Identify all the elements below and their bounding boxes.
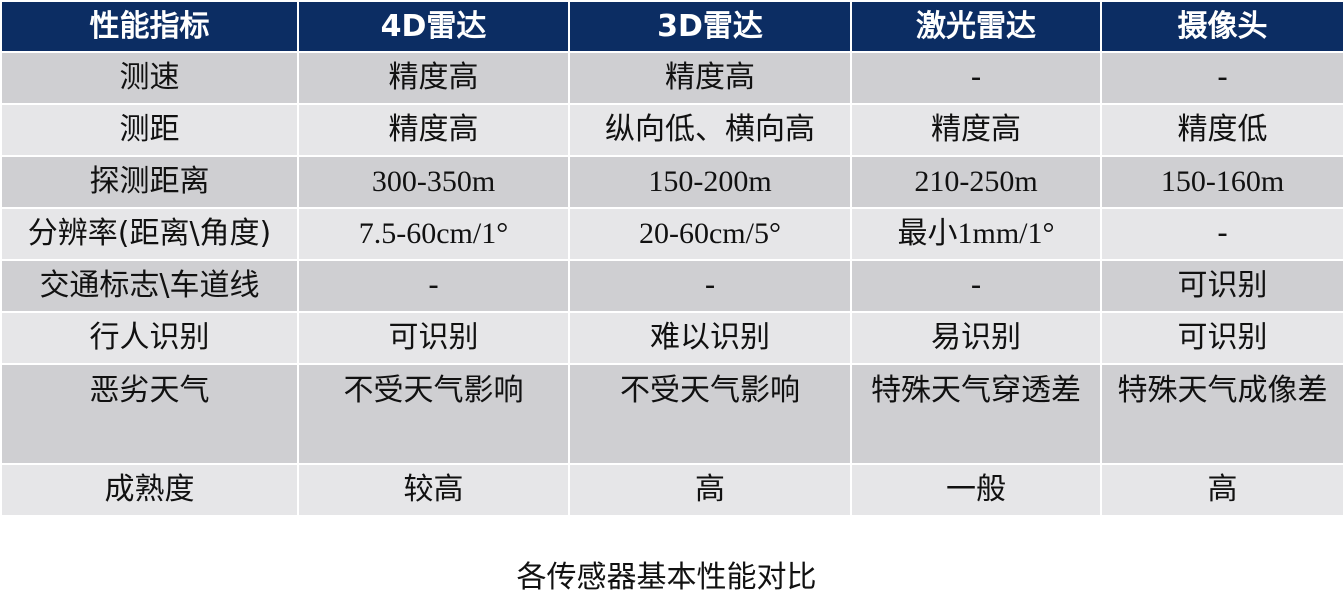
table-cell: 可识别 — [297, 311, 570, 365]
table-cell: 易识别 — [850, 311, 1102, 365]
table-cell: 不受天气影响 — [568, 363, 852, 465]
row-label: 恶劣天气 — [0, 363, 299, 465]
table-cell: - — [1100, 51, 1343, 105]
table-cell: 150-160m — [1100, 155, 1343, 209]
row-label: 行人识别 — [0, 311, 299, 365]
header-lidar: 激光雷达 — [850, 0, 1102, 53]
table-cell: 7.5-60cm/1° — [297, 207, 570, 261]
table-cell: 一般 — [850, 463, 1102, 517]
table-cell: 不受天气影响 — [297, 363, 570, 465]
table-cell: 难以识别 — [568, 311, 852, 365]
table-row: 成熟度 较高 高 一般 高 — [0, 463, 1343, 517]
table-cell: 特殊天气成像差 — [1100, 363, 1343, 465]
table-cell: - — [568, 259, 852, 313]
table-row: 探测距离 300-350m 150-200m 210-250m 150-160m — [0, 155, 1343, 209]
table-cell: 较高 — [297, 463, 570, 517]
header-metric: 性能指标 — [0, 0, 299, 53]
sensor-comparison-table: 性能指标 4D雷达 3D雷达 激光雷达 摄像头 测速 精度高 精度高 - - 测… — [0, 0, 1343, 517]
table-cell: 精度低 — [1100, 103, 1343, 157]
table-cell: 高 — [568, 463, 852, 517]
table-row: 测距 精度高 纵向低、横向高 精度高 精度低 — [0, 103, 1343, 157]
table-cell: - — [850, 51, 1102, 105]
table-cell: 最小1mm/1° — [850, 207, 1102, 261]
table-cell: 精度高 — [297, 103, 570, 157]
table-row: 行人识别 可识别 难以识别 易识别 可识别 — [0, 311, 1343, 365]
table-row: 交通标志\车道线 - - - 可识别 — [0, 259, 1343, 313]
table-cell: 精度高 — [850, 103, 1102, 157]
table-row: 分辨率(距离\角度) 7.5-60cm/1° 20-60cm/5° 最小1mm/… — [0, 207, 1343, 261]
table-cell: - — [1100, 207, 1343, 261]
header-3d-radar: 3D雷达 — [568, 0, 852, 53]
table-row: 测速 精度高 精度高 - - — [0, 51, 1343, 105]
table-header-row: 性能指标 4D雷达 3D雷达 激光雷达 摄像头 — [0, 0, 1343, 53]
row-label: 分辨率(距离\角度) — [0, 207, 299, 261]
table-cell: 可识别 — [1100, 259, 1343, 313]
table-cell: - — [297, 259, 570, 313]
row-label: 交通标志\车道线 — [0, 259, 299, 313]
table-cell: 精度高 — [297, 51, 570, 105]
table-cell: 20-60cm/5° — [568, 207, 852, 261]
table-cell: 可识别 — [1100, 311, 1343, 365]
header-camera: 摄像头 — [1100, 0, 1343, 53]
table-row: 恶劣天气 不受天气影响 不受天气影响 特殊天气穿透差 特殊天气成像差 — [0, 363, 1343, 465]
row-label: 探测距离 — [0, 155, 299, 209]
table-cell: 150-200m — [568, 155, 852, 209]
header-4d-radar: 4D雷达 — [297, 0, 570, 53]
table-cell: 高 — [1100, 463, 1343, 517]
comparison-table-container: 性能指标 4D雷达 3D雷达 激光雷达 摄像头 测速 精度高 精度高 - - 测… — [0, 0, 1343, 517]
table-caption: 各传感器基本性能对比 — [516, 560, 817, 595]
row-label: 成熟度 — [0, 463, 299, 517]
row-label: 测距 — [0, 103, 299, 157]
table-cell: 特殊天气穿透差 — [850, 363, 1102, 465]
table-cell: 300-350m — [297, 155, 570, 209]
table-cell: 精度高 — [568, 51, 852, 105]
row-label: 测速 — [0, 51, 299, 105]
table-cell: 纵向低、横向高 — [568, 103, 852, 157]
table-cell: - — [850, 259, 1102, 313]
table-cell: 210-250m — [850, 155, 1102, 209]
